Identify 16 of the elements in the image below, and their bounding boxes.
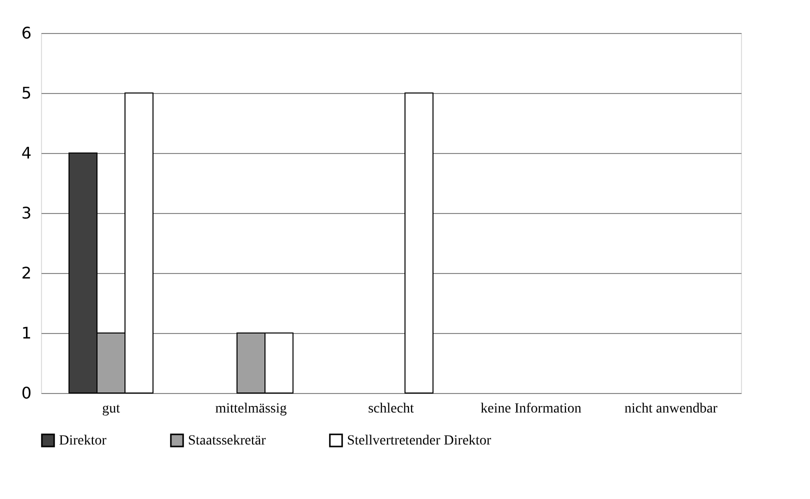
x-tick-label: keine Information (480, 402, 582, 416)
bar (404, 92, 434, 394)
legend-label: Staatssekretär (188, 433, 266, 448)
y-tick-label: 3 (21, 204, 32, 222)
x-tick-label: gut (102, 402, 120, 416)
x-tick-label: schlecht (368, 402, 414, 416)
y-tick-label: 2 (21, 264, 32, 282)
y-tick-label: 0 (21, 384, 32, 402)
x-tick-label: mittelmässig (215, 402, 287, 416)
y-tick-label: 5 (21, 84, 32, 102)
legend-label: Direktor (59, 433, 107, 448)
y-tick-label: 6 (21, 24, 32, 42)
y-tick-label: 1 (21, 324, 32, 342)
y-tick-label: 4 (21, 144, 32, 162)
legend-label: Stellvertretender Direktor (347, 433, 492, 448)
x-tick-label: nicht anwendbar (624, 402, 718, 416)
